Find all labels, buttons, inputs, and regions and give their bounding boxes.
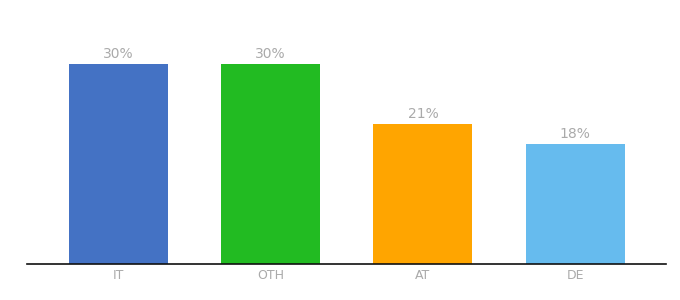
Text: 18%: 18% xyxy=(560,127,590,141)
Text: 30%: 30% xyxy=(256,47,286,61)
Bar xyxy=(221,64,320,264)
Text: 30%: 30% xyxy=(103,47,134,61)
Bar xyxy=(69,64,168,264)
Bar xyxy=(373,124,473,264)
Bar xyxy=(526,144,624,264)
Text: 21%: 21% xyxy=(407,107,439,121)
